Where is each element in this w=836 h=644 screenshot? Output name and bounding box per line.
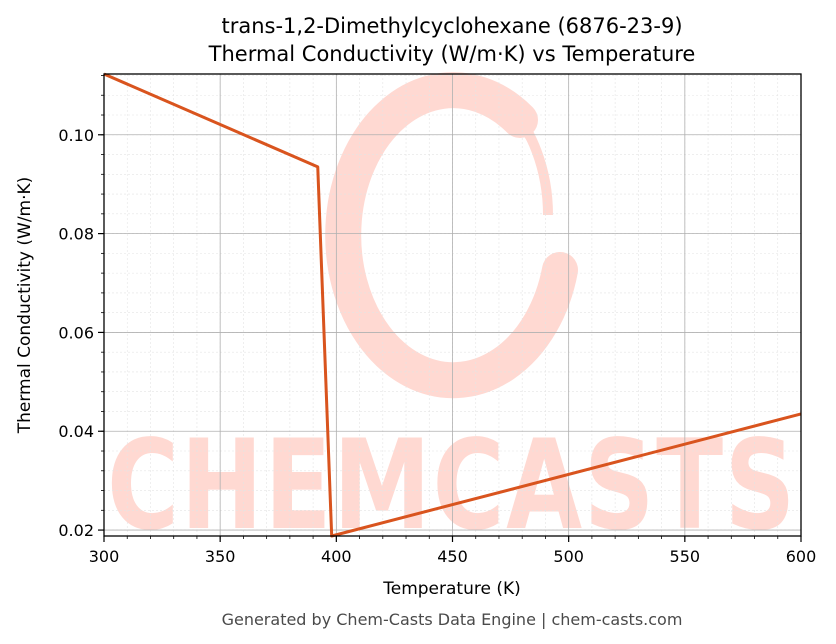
x-tick-label: 600 — [786, 547, 817, 566]
y-tick-label: 0.08 — [58, 225, 94, 244]
watermark-swirl-icon — [325, 72, 578, 399]
x-tick-label: 450 — [437, 547, 468, 566]
ticks-layer: 300 350 400 450 500 550 600 0.02 0.04 0.06 0.08 0.1… — [58, 75, 816, 566]
x-tick-label: 350 — [205, 547, 236, 566]
y-tick-label: 0.06 — [58, 323, 94, 342]
y-tick-label: 0.04 — [58, 422, 94, 441]
watermark-logo: CHEMCASTS — [107, 72, 797, 558]
x-tick-label: 400 — [321, 547, 352, 566]
series-line — [103, 72, 802, 538]
y-tick-label: 0.02 — [58, 521, 94, 540]
footer-credit: Generated by Chem-Casts Data Engine | ch… — [222, 610, 683, 629]
x-tick-label: 550 — [670, 547, 701, 566]
y-tick-label: 0.10 — [58, 126, 94, 145]
chart-title: trans-1,2-Dimethylcyclohexane (6876-23-9… — [221, 14, 682, 38]
chart-subtitle: Thermal Conductivity (W/m·K) vs Temperat… — [208, 42, 696, 66]
watermark-text: CHEMCASTS — [107, 414, 797, 558]
x-axis-label: Temperature (K) — [382, 579, 521, 599]
series-layer — [103, 72, 802, 538]
x-tick-label: 300 — [89, 547, 120, 566]
x-tick-label: 500 — [553, 547, 584, 566]
y-axis-label: Thermal Conductivity (W/m·K) — [15, 177, 35, 435]
